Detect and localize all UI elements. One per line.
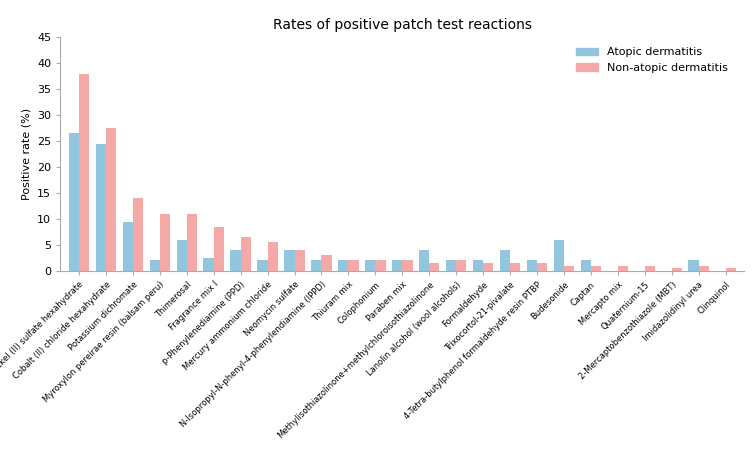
Bar [500, 250, 510, 271]
Bar [133, 198, 143, 271]
Bar [483, 263, 493, 271]
Bar [311, 261, 322, 271]
Bar [402, 261, 413, 271]
Bar [429, 263, 439, 271]
Bar [257, 261, 268, 271]
Bar [96, 144, 106, 271]
Bar [527, 261, 537, 271]
Bar [553, 240, 564, 271]
Bar [268, 242, 277, 271]
Bar [699, 266, 709, 271]
Bar [456, 261, 466, 271]
Bar [295, 250, 305, 271]
Bar [284, 250, 295, 271]
Bar [591, 266, 601, 271]
Bar [186, 214, 197, 271]
Bar [672, 268, 682, 271]
Bar [214, 227, 224, 271]
Bar [150, 261, 160, 271]
Title: Rates of positive patch test reactions: Rates of positive patch test reactions [273, 18, 532, 32]
Bar [688, 261, 699, 271]
Bar [177, 240, 186, 271]
Bar [106, 128, 117, 271]
Bar [510, 263, 520, 271]
Bar [338, 261, 348, 271]
Bar [230, 250, 241, 271]
Bar [392, 261, 402, 271]
Bar [581, 261, 591, 271]
Bar [160, 214, 170, 271]
Legend: Atopic dermatitis, Non-atopic dermatitis: Atopic dermatitis, Non-atopic dermatitis [572, 43, 732, 78]
Bar [419, 250, 429, 271]
Bar [348, 261, 359, 271]
Bar [618, 266, 628, 271]
Bar [473, 261, 483, 271]
Bar [726, 268, 736, 271]
Bar [446, 261, 456, 271]
Bar [68, 134, 79, 271]
Bar [537, 263, 547, 271]
Bar [204, 258, 214, 271]
Bar [564, 266, 575, 271]
Bar [322, 255, 332, 271]
Bar [123, 221, 133, 271]
Y-axis label: Positive rate (%): Positive rate (%) [22, 108, 32, 200]
Bar [241, 237, 251, 271]
Bar [375, 261, 386, 271]
Bar [644, 266, 655, 271]
Bar [79, 74, 89, 271]
Bar [365, 261, 375, 271]
